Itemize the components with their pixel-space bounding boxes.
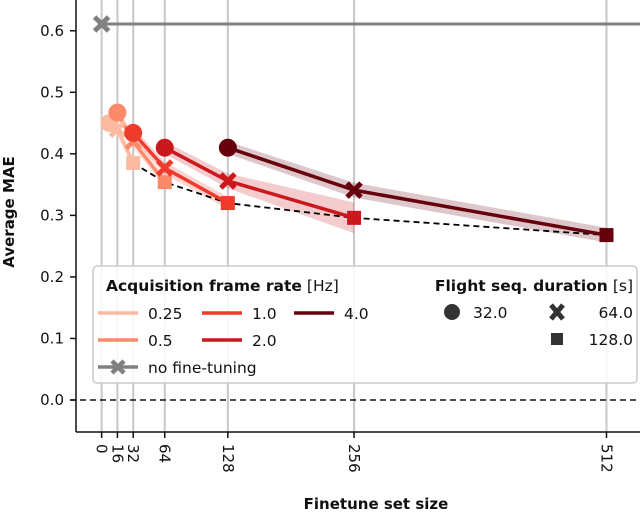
y-tick-label: 0.0 [40,391,64,409]
legend-duration-label: 128.0 [589,331,633,349]
legend-duration-title-text: Flight seq. duration [435,277,608,295]
legend-box [92,265,638,384]
x-tick-label: 16 [108,444,126,463]
data-point-2.0-256 [347,210,362,225]
data-point-0.25-32 [126,156,141,171]
legend-entry-rate-0.5: 0.5 [98,332,173,350]
x-tick-label: 128 [219,444,237,473]
legend-entry-rate-4.0: 4.0 [294,305,369,323]
legend-no-ft-cross-icon [110,359,126,375]
legend-rate-label: 0.5 [148,332,173,350]
legend-rate-label: 0.25 [148,305,183,323]
y-axis-label: Average MAE [0,156,18,267]
legend-duration-32: 32.0 [444,304,508,322]
std-band-2.0 [164,141,355,234]
data-point-1.0-128 [220,196,235,211]
legend-rate-entries: 0.25 0.5 1.0 2.0 4.0 [98,305,369,350]
legend-duration-label: 64.0 [598,304,633,322]
no-fine-tuning-marker [92,15,111,33]
x-tick-label: 0 [93,444,111,454]
data-point-1.0-64 [155,159,174,177]
circle-marker-icon [444,304,460,320]
legend-rate-label: 2.0 [252,332,277,350]
legend-entry-rate-2.0: 2.0 [202,332,277,350]
y-tick-label: 0.3 [40,206,64,224]
legend-rate-label: 1.0 [252,305,277,323]
x-tick-label: 32 [124,444,142,463]
data-point-4.0-512 [599,228,614,243]
legend-rate-unit: [Hz] [307,277,339,295]
square-marker-icon [551,333,563,345]
data-point-4.0-256 [345,181,363,199]
data-point-4.0-128 [218,138,237,157]
x-tick-label: 64 [156,444,174,463]
x-axis-label: Finetune set size [304,495,449,513]
legend-duration-64: 64.0 [549,303,633,322]
y-tick-label: 0.6 [40,22,64,40]
legend-rate-title-text: Acquisition frame rate [106,277,302,295]
legend-duration-128: 128.0 [551,331,633,349]
x-tick-label: 256 [345,444,363,473]
legend-duration-unit: [s] [613,277,633,295]
y-tick-label: 0.4 [40,145,64,163]
legend: Acquisition frame rate [Hz] Flight seq. d… [92,265,638,384]
cross-marker-icon [549,303,565,321]
y-tick-label: 0.2 [40,268,64,286]
legend-no-ft-label: no fine-tuning [148,359,257,377]
legend-rate-title: Acquisition frame rate [Hz] [106,277,339,295]
data-point-0.5-16 [108,103,127,122]
legend-duration-label: 32.0 [473,304,508,322]
data-point-0.5-64 [157,175,172,190]
data-point-2.0-128 [219,172,237,190]
y-tick-label: 0.1 [40,329,64,347]
data-point-0.25-16 [108,120,127,138]
legend-entry-rate-0.25: 0.25 [98,305,183,323]
data-point-2.0-64 [155,138,174,157]
data-point-1.0-32 [124,123,143,142]
legend-rate-label: 4.0 [344,305,369,323]
legend-entry-rate-1.0: 1.0 [202,305,277,323]
y-tick-label: 0.5 [40,83,64,101]
x-tick-label: 512 [597,444,615,473]
legend-duration-title: Flight seq. duration [s] [435,277,633,295]
legend-entry-no-fine-tuning: no fine-tuning [98,359,257,377]
series-markers [92,15,614,243]
